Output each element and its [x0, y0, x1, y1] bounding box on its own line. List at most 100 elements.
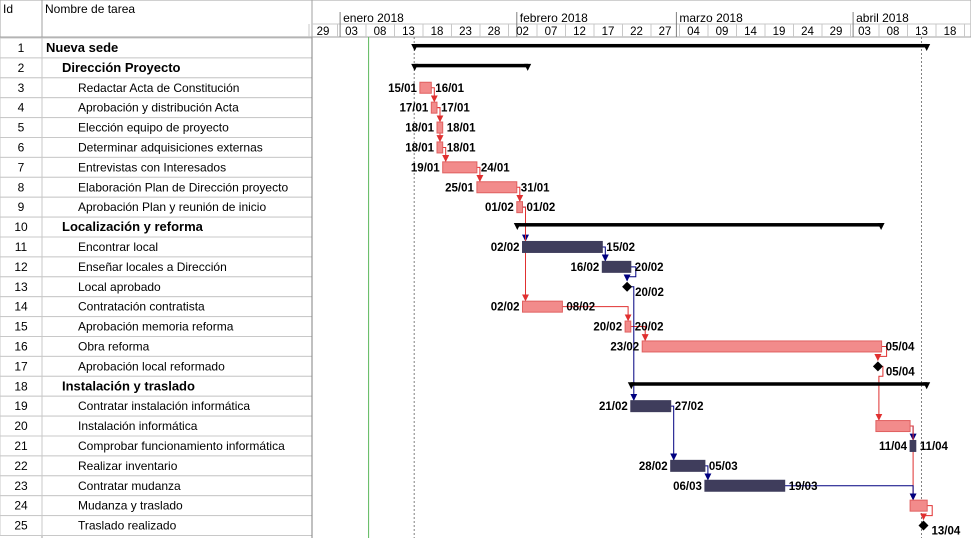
- task-name: Instalación informática: [78, 419, 198, 433]
- table-row[interactable]: 23 Contratar mudanza: [0, 475, 313, 497]
- milestone-diamond[interactable]: [872, 361, 883, 372]
- critical-task-bar[interactable]: [430, 101, 438, 114]
- task-id: 4: [18, 101, 25, 115]
- critical-task-bar[interactable]: [909, 499, 928, 512]
- table-row[interactable]: 7 Entrevistas con Interesados: [0, 156, 313, 178]
- table-row[interactable]: 11 Encontrar local: [0, 236, 313, 258]
- tick-label: 28: [488, 26, 501, 38]
- critical-task-bar[interactable]: [436, 121, 444, 134]
- table-row[interactable]: 14 Contratación contratista: [0, 296, 313, 318]
- critical-task-bar[interactable]: [442, 161, 478, 174]
- dependency-arrow: [875, 365, 884, 421]
- start-date-label: 15/01: [388, 83, 417, 95]
- table-row[interactable]: 17 Aprobación local reformado: [0, 355, 313, 377]
- table-row[interactable]: 18 Instalación y traslado: [0, 375, 313, 397]
- start-date-label: 02/02: [491, 242, 520, 254]
- task-bar[interactable]: [601, 260, 632, 273]
- task-id: 2: [18, 61, 25, 75]
- task-id: 25: [14, 519, 28, 533]
- critical-task-bar[interactable]: [419, 81, 432, 94]
- tick-label: 19: [773, 26, 786, 38]
- table-row[interactable]: 1 Nueva sede: [0, 37, 313, 59]
- task-bar[interactable]: [670, 459, 706, 472]
- tick-label: 13: [402, 26, 415, 38]
- summary-bar[interactable]: [630, 382, 928, 386]
- dependency-arrow: [522, 206, 529, 302]
- critical-task-bar[interactable]: [476, 181, 518, 194]
- critical-task-bar[interactable]: [522, 300, 563, 313]
- start-date-label: 18/01: [405, 123, 434, 135]
- end-date-label: 20/02: [635, 262, 664, 274]
- task-id: 24: [14, 499, 28, 513]
- task-name: Local aprobado: [78, 280, 161, 294]
- table-row[interactable]: 16 Obra reforma: [0, 336, 313, 357]
- table-row[interactable]: 2 Dirección Proyecto: [0, 57, 313, 79]
- task-bar[interactable]: [522, 240, 603, 253]
- task-id: 16: [14, 340, 28, 354]
- start-date-label: 19/01: [411, 162, 440, 174]
- critical-task-bar[interactable]: [641, 340, 883, 353]
- tick-label: 14: [744, 26, 757, 38]
- table-row[interactable]: 3 Redactar Acta de Constitución: [0, 77, 313, 99]
- table-row[interactable]: 21 Comprobar funcionamiento informática: [0, 435, 313, 457]
- task-id: 1: [18, 41, 25, 55]
- end-date-label: 20/02: [635, 322, 664, 334]
- task-id: 19: [14, 399, 28, 413]
- dependency-arrow: [784, 485, 917, 501]
- task-id: 22: [14, 459, 28, 473]
- task-id: 17: [14, 359, 28, 373]
- summary-bar[interactable]: [414, 43, 928, 48]
- table-row[interactable]: 25 Traslado realizado: [0, 515, 313, 536]
- task-bar[interactable]: [630, 400, 672, 413]
- table-row[interactable]: 19 Contratar instalación informática: [0, 395, 313, 417]
- milestone-diamond[interactable]: [622, 281, 633, 292]
- table-row[interactable]: 22 Realizar inventario: [0, 455, 313, 477]
- task-name: Entrevistas con Interesados: [78, 160, 226, 174]
- task-name: Aprobación memoria reforma: [78, 320, 234, 334]
- table-row[interactable]: 5 Elección equipo de proyecto: [0, 117, 313, 138]
- table-row[interactable]: 15 Aprobación memoria reforma: [0, 316, 313, 338]
- task-name: Aprobación y distribución Acta: [78, 101, 239, 115]
- end-date-label: 20/02: [635, 287, 664, 299]
- table-row[interactable]: 10 Localización y reforma: [0, 216, 313, 238]
- table-row[interactable]: 8 Elaboración Plan de Dirección proyecto: [0, 176, 313, 198]
- task-id: 13: [14, 280, 28, 294]
- dependency-arrow: [562, 306, 632, 322]
- task-name: Nueva sede: [46, 40, 118, 55]
- milestone-diamond[interactable]: [918, 520, 929, 531]
- tick-label: 29: [317, 26, 330, 38]
- tick-label: 22: [630, 26, 643, 38]
- summary-bar[interactable]: [414, 63, 529, 68]
- table-row[interactable]: 13 Local aprobado: [0, 276, 313, 298]
- task-id: 12: [14, 260, 28, 274]
- month-label: abril 2018: [856, 11, 909, 25]
- timescale: enero 2018 febrero 2018 marzo 2018 abril 20…: [308, 0, 971, 38]
- start-date-label: 11/04: [879, 441, 908, 453]
- task-name: Aprobación local reformado: [78, 359, 225, 373]
- task-name: Comprobar funcionamiento informática: [78, 439, 285, 453]
- table-row[interactable]: 4 Aprobación y distribución Acta: [0, 97, 313, 119]
- summary-end-cap: [923, 382, 931, 390]
- task-id: 20: [14, 419, 28, 433]
- table-row[interactable]: 20 Instalación informática: [0, 415, 313, 437]
- table-row[interactable]: 24 Mudanza y traslado: [0, 495, 313, 517]
- end-date-label: 16/01: [435, 83, 464, 95]
- table-row[interactable]: 9 Aprobación Plan y reunión de inicio: [0, 196, 313, 218]
- critical-task-bar[interactable]: [624, 320, 632, 333]
- critical-task-bar[interactable]: [516, 201, 523, 214]
- end-date-label: 19/03: [789, 481, 818, 493]
- start-date-label: 20/02: [593, 322, 622, 334]
- table-row[interactable]: 12 Enseñar locales a Dirección: [0, 256, 313, 278]
- task-bar[interactable]: [909, 439, 917, 452]
- task-bar[interactable]: [704, 479, 786, 492]
- start-date-label: 25/01: [445, 182, 474, 194]
- dependency-arrow: [630, 326, 649, 342]
- table-row[interactable]: 6 Determinar adquisiciones externas: [0, 137, 313, 158]
- end-date-label: 31/01: [521, 182, 550, 194]
- critical-task-bar[interactable]: [436, 141, 444, 154]
- task-name: Determinar adquisiciones externas: [78, 141, 263, 155]
- summary-bar[interactable]: [516, 223, 882, 227]
- dependency-arrow: [909, 425, 917, 501]
- critical-task-bar[interactable]: [875, 420, 911, 433]
- task-id: 7: [18, 160, 25, 174]
